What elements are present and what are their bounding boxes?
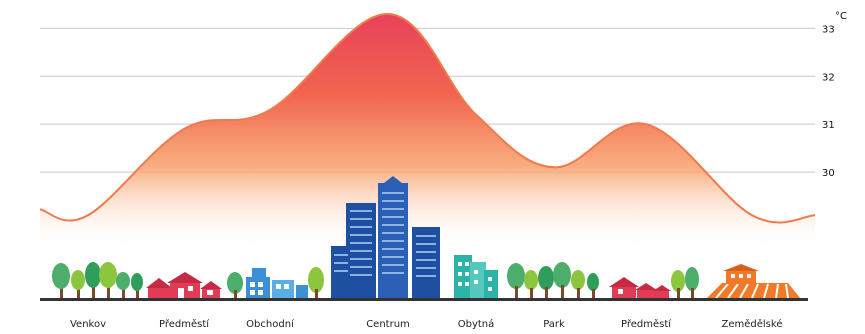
y-axis-unit: °C [835,11,847,22]
suburb-houses-icon [146,272,222,298]
landscape-illustration [52,176,800,299]
x-category-label: Předměstí [621,318,672,330]
suburb-houses-right-icon [609,267,699,298]
commercial-buildings-icon [227,267,324,298]
y-tick-label: 33 [822,24,835,35]
park-trees-icon [507,262,599,298]
x-category-labels: Venkov Předměstí Obchodní Centrum Obytná Park… [70,318,783,330]
residential-buildings-icon [454,255,498,298]
rural-trees-icon [52,262,143,298]
y-tick-label: 32 [822,72,835,83]
x-category-label: Zemědělské [722,318,783,330]
x-category-label: Venkov [70,319,106,330]
x-category-label: Centrum [366,319,410,330]
temperature-curve [39,12,816,224]
downtown-skyscrapers-icon [331,176,440,298]
temperature-area [40,13,815,250]
ground-line [40,298,808,301]
x-category-label: Předměstí [159,318,210,330]
y-tick-label: 30 [822,168,835,179]
farmland-icon [707,264,800,299]
y-tick-label: 31 [822,120,835,131]
x-category-label: Obytná [458,318,495,330]
x-category-label: Park [543,319,565,330]
x-category-label: Obchodní [246,318,295,330]
y-tick-labels: 30 31 32 33 [822,24,835,179]
